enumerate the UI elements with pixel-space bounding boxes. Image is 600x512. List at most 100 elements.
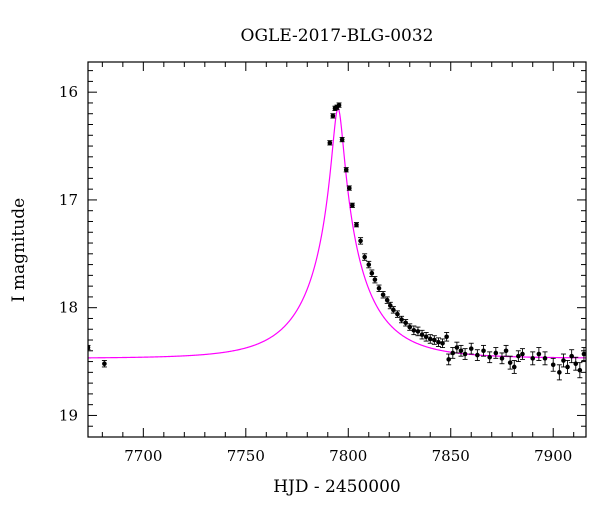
data-point	[366, 260, 372, 269]
data-point	[327, 140, 333, 146]
data-marker	[565, 364, 570, 370]
tick-labels: 7700 7750 7800 7850 7900 16 17 18 19	[59, 83, 572, 465]
data-point	[380, 291, 386, 299]
data-marker	[516, 353, 521, 359]
data-marker	[384, 297, 390, 303]
data-marker	[577, 367, 583, 373]
x-tick-label: 7750	[227, 447, 265, 465]
data-point	[330, 113, 336, 119]
y-tick-label: 17	[59, 191, 78, 209]
data-marker	[493, 350, 499, 356]
data-point	[577, 362, 583, 379]
data-marker	[391, 307, 396, 313]
data-point	[550, 357, 556, 372]
data-point	[454, 341, 460, 354]
data-point	[444, 332, 450, 342]
data-marker	[399, 317, 404, 322]
data-point	[349, 202, 355, 208]
data-marker	[530, 356, 536, 361]
chart-title: OGLE-2017-BLG-0032	[241, 26, 434, 46]
data-marker	[557, 370, 562, 375]
data-point	[450, 347, 456, 359]
data-point	[346, 185, 352, 191]
data-point	[569, 349, 575, 364]
data-point	[372, 275, 378, 284]
data-point	[560, 353, 566, 368]
data-point	[353, 222, 359, 228]
data-marker	[102, 361, 107, 367]
data-point	[481, 344, 487, 357]
data-marker	[520, 351, 525, 357]
data-point	[565, 360, 571, 374]
data-point	[411, 325, 417, 336]
data-marker	[327, 140, 333, 146]
data-point	[423, 332, 429, 342]
data-point	[435, 337, 441, 347]
data-point	[487, 351, 493, 364]
data-marker	[444, 334, 449, 340]
data-marker	[380, 292, 386, 298]
data-point	[419, 329, 425, 340]
data-point	[415, 326, 421, 337]
data-marker	[423, 334, 429, 340]
data-marker	[542, 356, 548, 361]
data-point	[407, 323, 413, 331]
y-tick-label: 19	[59, 406, 78, 424]
data-marker	[450, 350, 456, 356]
data-point	[403, 319, 409, 327]
data-marker	[407, 324, 413, 330]
data-marker	[550, 362, 556, 368]
y-tick-label: 18	[59, 299, 78, 317]
data-marker	[446, 357, 451, 362]
data-marker	[511, 364, 517, 370]
data-point	[503, 344, 509, 357]
data-point	[336, 102, 342, 108]
data-marker	[536, 351, 542, 357]
data-point	[446, 353, 452, 366]
data-marker	[432, 337, 437, 343]
data-point	[511, 360, 517, 374]
data-marker	[411, 328, 417, 333]
data-point	[343, 167, 349, 173]
data-marker	[362, 254, 367, 260]
data-point	[468, 342, 474, 355]
data-marker	[339, 137, 345, 142]
model-curve	[88, 107, 586, 359]
data-marker	[462, 351, 468, 357]
x-tick-label: 7850	[432, 447, 470, 465]
x-tick-label: 7800	[329, 447, 367, 465]
data-marker	[419, 332, 425, 337]
data-marker	[427, 336, 433, 342]
data-point	[431, 335, 437, 345]
data-point	[499, 352, 505, 365]
x-tick-label: 7700	[124, 447, 162, 465]
axis-ticks	[88, 62, 586, 438]
data-marker	[487, 354, 492, 360]
data-marker	[573, 361, 579, 367]
data-point	[542, 351, 548, 366]
data-point	[394, 310, 400, 318]
data-point	[427, 334, 433, 344]
data-marker	[454, 345, 460, 350]
plot-frame	[87, 61, 587, 438]
x-axis-label: HJD - 2450000	[273, 477, 401, 497]
data-point	[462, 348, 468, 360]
data-point	[458, 344, 464, 357]
data-point	[440, 338, 446, 349]
data-point	[573, 356, 579, 371]
data-point	[358, 237, 364, 245]
data-marker	[343, 167, 349, 173]
data-marker	[336, 102, 342, 108]
data-marker	[507, 360, 513, 365]
data-marker	[358, 238, 363, 244]
data-point	[101, 360, 107, 368]
x-tick-label: 7900	[534, 447, 572, 465]
model-curve-layer	[88, 107, 586, 359]
data-marker	[387, 303, 393, 308]
data-marker	[503, 348, 509, 354]
data-marker	[561, 358, 566, 363]
data-marker	[458, 348, 464, 354]
data-marker	[369, 270, 375, 276]
data-marker	[569, 353, 574, 359]
